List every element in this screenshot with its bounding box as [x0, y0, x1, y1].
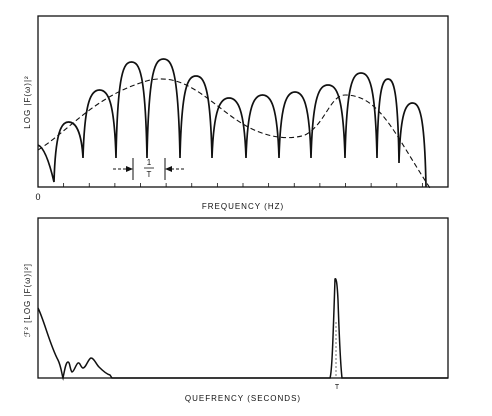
- period-numerator: 1: [147, 158, 152, 167]
- cepstrum-curve: [37, 278, 448, 381]
- top-x-axis-label: FREQUENCY (HZ): [202, 202, 284, 211]
- bottom-plot-frame: [37, 217, 449, 379]
- bottom-y-axis-label: ℱ² [LOG |F(ω)|²]: [23, 263, 32, 337]
- log-spectrum-curve: [37, 58, 427, 188]
- top-origin-label: 0: [35, 192, 40, 202]
- period-annotation: 1 T: [113, 158, 185, 180]
- top-plot-frame: [37, 15, 449, 188]
- peak-label-t: T: [335, 384, 340, 391]
- top-panel: 1 T 0 FREQUENCY (HZ) LOG |F(ω)|²: [23, 15, 449, 211]
- bottom-x-axis-label: QUEFRENCY (SECONDS): [185, 394, 301, 403]
- top-y-axis-label: LOG |F(ω)|²: [23, 75, 32, 128]
- period-denominator: T: [147, 170, 152, 179]
- period-arrow-right-head: [165, 166, 172, 172]
- period-arrow-left-head: [126, 166, 133, 172]
- smoothed-envelope-curve: [37, 78, 431, 189]
- top-x-ticks: [63, 183, 423, 187]
- bottom-panel: T QUEFRENCY (SECONDS) ℱ² [LOG |F(ω)|²]: [23, 217, 449, 403]
